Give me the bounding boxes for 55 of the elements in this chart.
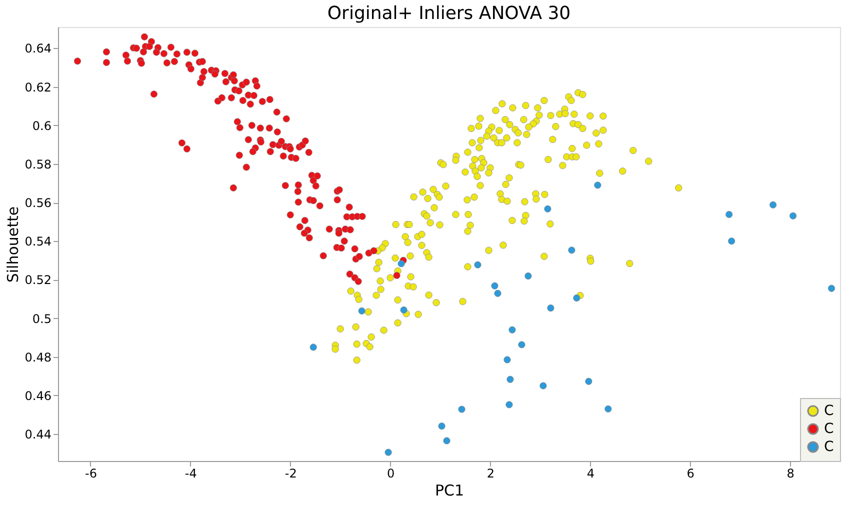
point bbox=[594, 182, 602, 189]
point bbox=[310, 344, 317, 351]
legend-label: C bbox=[824, 439, 834, 455]
point bbox=[518, 341, 526, 348]
y-tick-label: 0.64 bbox=[24, 42, 52, 56]
point bbox=[400, 306, 408, 314]
point bbox=[769, 201, 777, 208]
point bbox=[358, 307, 366, 314]
point bbox=[506, 376, 514, 383]
point bbox=[438, 422, 446, 430]
y-tick-label: 0.54 bbox=[24, 234, 52, 249]
x-tick-label: 0 bbox=[386, 466, 395, 480]
point bbox=[604, 405, 612, 412]
y-tick-label: 0.58 bbox=[24, 157, 52, 172]
y-tick-label: 0.56 bbox=[24, 196, 52, 210]
x-axis-title: PC1 bbox=[434, 482, 464, 500]
chart-title: Original+ Inliers ANOVA 30 bbox=[327, 3, 571, 24]
y-tick-label: 0.44 bbox=[24, 427, 52, 442]
point bbox=[573, 294, 580, 302]
y-tick-label: 0.5 bbox=[32, 312, 52, 326]
point bbox=[728, 238, 736, 245]
point bbox=[504, 356, 511, 364]
point bbox=[494, 290, 502, 297]
point bbox=[384, 448, 392, 456]
legend-label: C bbox=[824, 421, 834, 437]
point bbox=[398, 260, 405, 268]
x-tick-label: 6 bbox=[686, 466, 694, 480]
point bbox=[789, 212, 797, 220]
y-tick-label: 0.52 bbox=[24, 273, 52, 288]
point bbox=[544, 205, 552, 212]
y-tick-label: 0.46 bbox=[24, 388, 52, 403]
y-tick-label: 0.6 bbox=[32, 118, 52, 133]
x-tick-label: 4 bbox=[586, 466, 594, 480]
point bbox=[828, 284, 836, 292]
point bbox=[491, 282, 498, 290]
y-tick-label: 0.62 bbox=[24, 80, 52, 94]
point bbox=[524, 272, 532, 280]
point bbox=[540, 382, 547, 390]
legend-label: C bbox=[824, 403, 834, 419]
y-axis-title: Silhouette bbox=[4, 206, 22, 283]
point bbox=[726, 210, 733, 218]
x-tick-label: 2 bbox=[486, 466, 495, 480]
x-tick-label: -2 bbox=[284, 466, 297, 480]
x-tick-label: -6 bbox=[84, 466, 97, 480]
point bbox=[458, 406, 466, 413]
point bbox=[585, 378, 592, 385]
point bbox=[443, 437, 450, 444]
x-tick-label: -4 bbox=[184, 466, 197, 480]
point bbox=[508, 326, 516, 334]
point bbox=[547, 304, 554, 312]
y-tick-label: 0.48 bbox=[24, 350, 52, 364]
point bbox=[568, 246, 576, 254]
point bbox=[474, 261, 482, 268]
point bbox=[506, 401, 513, 408]
x-tick-label: 8 bbox=[786, 466, 794, 480]
